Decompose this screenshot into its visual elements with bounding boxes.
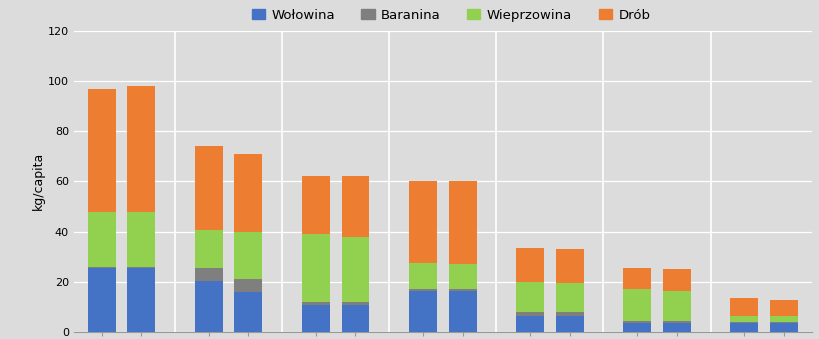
Bar [448,290,476,291]
Bar [409,181,437,263]
Bar [409,291,437,332]
Bar [515,312,544,316]
Bar [88,268,115,332]
Bar [515,316,544,332]
Bar [448,291,476,332]
Bar [622,323,650,332]
Bar [88,89,115,212]
Bar [195,268,223,281]
Bar [234,232,262,279]
Legend: Wołowina, Baranina, Wieprzowina, Drób: Wołowina, Baranina, Wieprzowina, Drób [246,3,655,27]
Bar [555,249,583,283]
Bar [301,176,329,234]
Bar [195,146,223,231]
Bar [341,237,369,302]
Bar [88,267,115,268]
Bar [662,291,690,321]
Bar [662,270,690,291]
Bar [515,282,544,312]
Bar [127,212,155,267]
Bar [730,322,758,323]
Bar [769,316,797,322]
Bar [409,290,437,291]
Bar [301,234,329,302]
Bar [448,181,476,264]
Bar [622,268,650,290]
Bar [127,268,155,332]
Bar [622,321,650,323]
Bar [662,321,690,323]
Bar [341,304,369,332]
Bar [341,176,369,237]
Bar [555,312,583,316]
Bar [341,302,369,304]
Bar [622,290,650,321]
Bar [301,302,329,304]
Bar [301,304,329,332]
Bar [769,322,797,323]
Bar [234,279,262,292]
Bar [730,323,758,332]
Bar [195,231,223,268]
Bar [234,292,262,332]
Bar [409,263,437,290]
Bar [662,323,690,332]
Y-axis label: kg/capita: kg/capita [32,152,45,211]
Bar [127,267,155,268]
Bar [555,283,583,312]
Bar [88,212,115,267]
Bar [515,248,544,282]
Bar [730,298,758,316]
Bar [769,323,797,332]
Bar [195,281,223,332]
Bar [448,264,476,290]
Bar [730,316,758,322]
Bar [555,316,583,332]
Bar [127,86,155,212]
Bar [769,300,797,316]
Bar [234,154,262,232]
